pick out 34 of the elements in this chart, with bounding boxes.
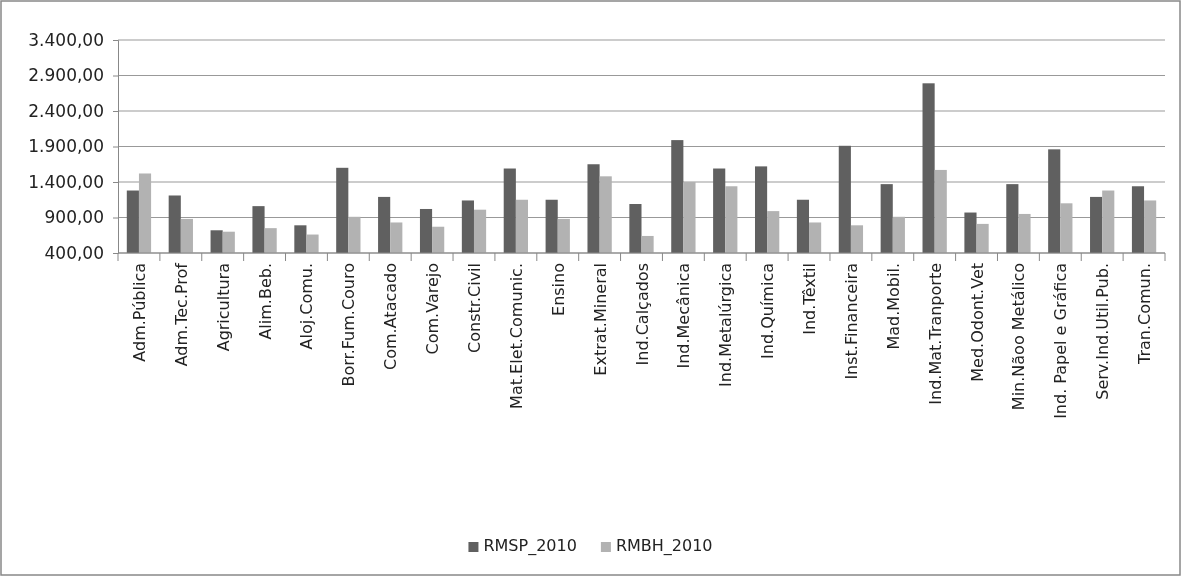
x-tick-label: Min.Nãoo Metálico (1009, 263, 1029, 411)
y-tick-label: 900,00 (44, 207, 104, 228)
x-tick-label: Ind.Metalúrgica (716, 263, 736, 387)
x-tick-label: Mat.Elet.Comunic. (506, 263, 526, 409)
legend-label: RMBH_2010 (615, 536, 713, 556)
x-tick-label: Med.Odont.Vet (967, 263, 987, 382)
x-tick-label: Ensino (548, 263, 568, 316)
x-tick-label: Ind.Calçados (632, 263, 652, 366)
x-tick-label: Tran.Comun. (1135, 263, 1155, 365)
x-tick-label: Ind.Têxtil (800, 263, 820, 335)
x-tick-label: Ind.Química (758, 263, 778, 359)
y-tick-label: 1.900,00 (28, 136, 104, 157)
x-tick-label: Mad.Mobil. (883, 263, 903, 350)
x-tick-label: Constr.Civil (464, 263, 484, 353)
x-tick-label: Agricultura (213, 263, 233, 352)
x-tick-label: Ind.Mat.Tranporte (925, 263, 945, 405)
x-tick-label: Adm.Pública (129, 263, 149, 362)
x-tick-label: Com.Varejo (423, 263, 443, 355)
x-tick-label: Adm.Tec.Prof (171, 262, 191, 367)
x-tick-label: Aloj.Comu. (297, 263, 317, 350)
x-tick-label: Ind.Mecânica (674, 263, 694, 369)
x-tick-label: Serv.Ind.Util.Pub. (1093, 263, 1113, 400)
y-tick-label: 400,00 (44, 242, 104, 263)
x-tick-label: Borr.Fum.Couro (339, 263, 359, 387)
y-tick-label: 1.400,00 (28, 171, 104, 192)
y-tick-label: 3.400,00 (28, 29, 104, 50)
x-tick-label: Extrat.Mineral (590, 263, 610, 376)
legend-label: RMSP_2010 (483, 536, 577, 556)
x-tick-label: Alim.Beb. (255, 263, 275, 340)
x-tick-label: Ind. Papel e Gráfica (1051, 263, 1071, 419)
x-tick-label: Inst.Financeira (841, 263, 861, 380)
x-tick-label: Com.Atacado (381, 263, 401, 370)
y-tick-label: 2.400,00 (28, 100, 104, 121)
y-tick-label: 2.900,00 (28, 65, 104, 86)
